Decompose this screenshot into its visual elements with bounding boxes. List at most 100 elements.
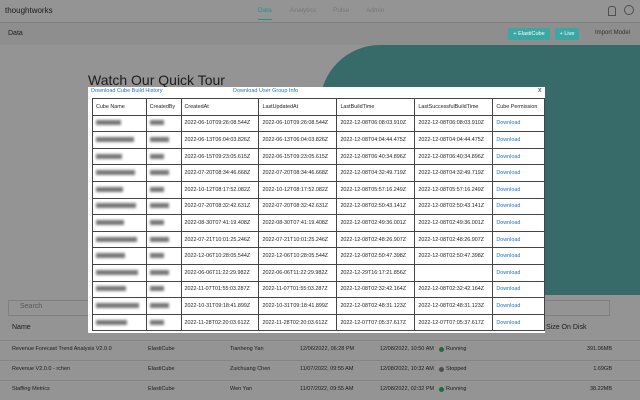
date-cell: 2022-12-08T02:50:43.141Z [414, 197, 494, 216]
date-cell: 2022-06-13T06:04:03.826Z [180, 131, 260, 149]
redacted-text [149, 236, 169, 242]
download-link[interactable]: Download [496, 253, 521, 260]
date-cell: 2022-12-08T02:50:47.398Z [336, 247, 416, 265]
redacted-text [96, 253, 125, 259]
redacted-cell [145, 197, 182, 216]
column-header: LastSuccessfulBuildTime [414, 98, 494, 116]
download-link[interactable]: Download [496, 120, 521, 127]
date-cell: 2022-06-06T11:22:29.982Z [258, 263, 338, 282]
list-cell: Running [446, 386, 467, 392]
import-button[interactable]: Import Model [595, 30, 631, 36]
redacted-text [96, 236, 137, 242]
date-cell: 2022-12-08T02:50:43.141Z [336, 197, 416, 216]
table-row: 2022-11-28T02:20:03.612Z 2022-11-28T02:20… [92, 313, 545, 332]
download-link[interactable]: Download [496, 219, 521, 226]
redacted-text [149, 170, 169, 176]
cube-table: Cube Name CreatedBy CreatedAt LastUpdatedAt… [92, 98, 545, 332]
close-button[interactable]: x [538, 87, 542, 94]
date-cell: 2022-10-12T08:17:52.082Z [258, 180, 338, 199]
status-dot [439, 387, 444, 392]
download-link[interactable]: Download [496, 269, 521, 276]
download-link[interactable]: Download [496, 186, 521, 193]
list-cell: 1.69GB [593, 366, 612, 372]
redacted-cell [145, 114, 182, 133]
list-cell: 11/07/2022, 09:55 AM [300, 386, 354, 392]
date-cell: 2022-12-06T10:28:05.544Z [180, 247, 260, 265]
modal: Download Cube Build History Download Use… [88, 87, 545, 333]
redacted-text [149, 203, 169, 209]
toolbar-button[interactable]: + ElastiCube [508, 28, 550, 40]
date-cell: 2022-12-08T02:48:26.907Z [414, 230, 494, 249]
nav-tab[interactable]: Data [258, 7, 272, 20]
redacted-text [96, 319, 127, 325]
list-cell: Zuichuang Chen [230, 366, 271, 372]
date-cell: 2022-12-08T02:48:31.123Z [414, 297, 494, 315]
table-row: 2022-10-12T08:17:52.082Z 2022-10-12T08:17… [92, 180, 545, 199]
date-cell: 2022-08-30T07:41:19.408Z [258, 214, 338, 232]
permission-cell: Download [492, 147, 545, 166]
download-link[interactable]: Download [496, 319, 521, 326]
date-cell: 2022-06-10T09:26:08.544Z [258, 114, 338, 133]
hero-title: Watch Our Quick Tour [88, 72, 225, 88]
permission-cell: Download [492, 114, 545, 133]
redacted-cell [92, 263, 147, 282]
download-link[interactable]: Download [496, 203, 521, 210]
date-cell: 2022-12-08T02:49:36.001Z [414, 214, 494, 232]
date-cell: 2022-06-10T09:26:08.544Z [180, 114, 260, 133]
date-cell: 2022-07-20T08:34:46.668Z [180, 164, 260, 182]
logo: thoughtworks [5, 6, 53, 15]
date-cell: 2022-11-07T01:55:03.287Z [258, 280, 338, 299]
redacted-cell [145, 313, 182, 332]
date-cell: 2022-08-30T07:41:19.408Z [180, 214, 260, 232]
toolbar [0, 23, 640, 45]
download-link[interactable]: Download [496, 136, 521, 143]
date-cell: 2022-12-08T05:57:16.249Z [414, 180, 494, 199]
redacted-text [96, 203, 136, 209]
redacted-text [149, 153, 164, 159]
list-cell: 12/08/2022, 02:32 PM [380, 386, 435, 392]
list-cell: Staffing Metrics [12, 386, 50, 392]
list-cell: Revenue V2.0.0 - rchen [12, 366, 71, 372]
list-cell: ElastiCube [148, 346, 175, 352]
download-link[interactable]: Download [496, 286, 521, 293]
date-cell [414, 263, 494, 282]
table-row: 2022-08-30T07:41:19.408Z 2022-08-30T07:41… [92, 214, 545, 232]
date-cell: 2022-12-08T02:32:42.164Z [336, 280, 416, 299]
permission-cell: Download [492, 197, 545, 216]
redacted-text [149, 319, 164, 325]
nav-tab[interactable]: Pulse [333, 7, 350, 14]
download-link[interactable]: Download [496, 302, 521, 309]
download-link[interactable]: Download [496, 153, 521, 160]
download-link[interactable]: Download User Group Info [233, 88, 299, 94]
toolbar-button[interactable]: + Live [555, 28, 579, 40]
table-row: 2022-10-31T09:18:41.899Z 2022-10-31T09:18… [92, 297, 545, 315]
download-link[interactable]: Download Cube Build History [91, 88, 163, 94]
date-cell: 2022-07-20T08:32:42.631Z [258, 197, 338, 216]
redacted-cell [92, 131, 147, 149]
permission-cell: Download [492, 131, 545, 149]
bell-icon[interactable] [608, 6, 616, 16]
user-icon[interactable] [624, 5, 634, 15]
redacted-text [96, 186, 123, 192]
table-row: 2022-07-20T08:32:42.631Z 2022-07-20T08:32… [92, 197, 545, 216]
list-cell: 12/08/2022, 10:32 AM [380, 366, 434, 372]
date-cell: 2022-12-08T02:48:31.123Z [336, 297, 416, 315]
redacted-cell [92, 114, 147, 133]
redacted-text [96, 269, 138, 275]
date-cell: 2022-07-21T10:01:25.246Z [258, 230, 338, 249]
redacted-text [149, 186, 164, 192]
redacted-cell [92, 280, 147, 299]
column-header: LastUpdatedAt [258, 98, 338, 116]
redacted-text [96, 120, 121, 126]
nav-tab[interactable]: Analytics [290, 7, 317, 14]
date-cell: 2022-12-07T07:05:37.617Z [414, 313, 494, 332]
table-row: 2022-06-13T06:04:03.826Z 2022-06-13T06:04… [92, 131, 545, 149]
download-link[interactable]: Download [496, 236, 521, 243]
list-cell: ElastiCube [148, 366, 175, 372]
date-cell: 2022-12-08T02:49:36.001Z [336, 214, 416, 232]
redacted-text [149, 303, 169, 308]
download-link[interactable]: Download [496, 170, 521, 177]
nav-tab[interactable]: Admin [366, 7, 385, 14]
redacted-cell [92, 180, 147, 199]
